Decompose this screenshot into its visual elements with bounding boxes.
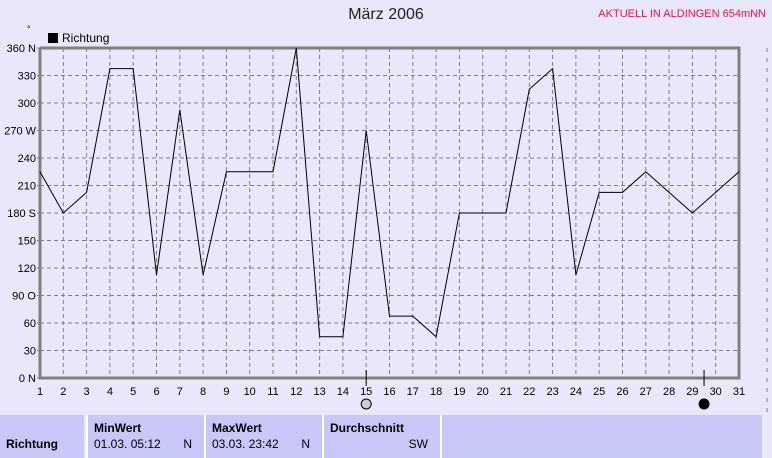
x-tick-label: 24	[570, 386, 582, 398]
x-tick-label: 21	[500, 386, 512, 398]
y-tick-label: 90 O	[12, 291, 36, 303]
x-tick-label: 1	[37, 386, 43, 398]
x-tick-label: 16	[383, 386, 395, 398]
x-tick-label: 26	[616, 386, 628, 398]
y-tick-label: 150	[18, 236, 36, 248]
x-tick-label: 22	[523, 386, 535, 398]
row-label-cell: Richtung	[0, 415, 84, 458]
plot-frame	[38, 46, 741, 380]
x-tick-label: 20	[477, 386, 489, 398]
max-date: 03.03. 23:42	[212, 437, 279, 451]
legend: Richtung	[48, 31, 109, 45]
avg-header: Durchschnitt	[330, 421, 405, 435]
max-value: N	[301, 437, 310, 451]
x-tick-label: 3	[84, 386, 90, 398]
x-tick-label: 18	[430, 386, 442, 398]
legend-swatch	[48, 33, 58, 43]
min-value: N	[183, 437, 192, 451]
x-tick-label: 6	[153, 386, 159, 398]
new-moon-icon	[698, 398, 710, 410]
x-tick-label: 19	[453, 386, 465, 398]
avg-value: SW	[408, 437, 428, 451]
station-label: AKTUELL IN ALDINGEN 654mNN	[598, 8, 766, 20]
x-tick-label: 17	[407, 386, 419, 398]
y-tick-label: 120	[18, 263, 36, 275]
x-tick-label: 10	[244, 386, 256, 398]
max-cell: MaxWert 03.03. 23:42 N	[204, 415, 322, 458]
min-header: MinWert	[94, 421, 142, 435]
x-tick-label: 28	[663, 386, 675, 398]
max-header: MaxWert	[212, 421, 262, 435]
x-tick-label: 15	[360, 386, 372, 398]
x-tick-label: 2	[60, 386, 66, 398]
x-tick-label: 30	[710, 386, 722, 398]
y-tick-label: 0 N	[19, 373, 36, 385]
x-tick-label: 23	[546, 386, 558, 398]
x-tick-label: 8	[200, 386, 206, 398]
x-tick-label: 4	[107, 386, 113, 398]
empty-cell	[440, 415, 762, 458]
unit-mark: °	[27, 24, 31, 34]
x-tick-label: 5	[130, 386, 136, 398]
avg-cell: Durchschnitt SW	[322, 415, 440, 458]
x-tick-label: 27	[640, 386, 652, 398]
y-tick-label: 30	[24, 346, 36, 358]
chart-title: März 2006	[348, 6, 424, 23]
x-tick-label: 13	[313, 386, 325, 398]
x-tick-label: 25	[593, 386, 605, 398]
min-date: 01.03. 05:12	[94, 437, 161, 451]
y-tick-label: 210	[18, 181, 36, 193]
x-tick-label: 12	[290, 386, 302, 398]
x-tick-label: 11	[267, 386, 278, 398]
y-tick-label: 180 S	[7, 208, 36, 220]
y-tick-label: 270 W	[4, 126, 36, 138]
x-tick-label: 31	[733, 386, 745, 398]
y-tick-label: 300	[18, 98, 36, 110]
min-cell: MinWert 01.03. 05:12 N	[86, 415, 204, 458]
x-tick-label: 9	[223, 386, 229, 398]
x-tick-label: 7	[177, 386, 183, 398]
y-tick-label: 330	[18, 71, 36, 83]
y-tick-label: 360 N	[7, 43, 36, 55]
full-moon-icon	[360, 398, 372, 410]
x-tick-label: 14	[337, 386, 349, 398]
legend-label: Richtung	[62, 31, 110, 45]
x-tick-label: 29	[686, 386, 698, 398]
y-tick-label: 60	[24, 318, 36, 330]
y-tick-label: 240	[18, 153, 36, 165]
row-label: Richtung	[6, 437, 58, 451]
